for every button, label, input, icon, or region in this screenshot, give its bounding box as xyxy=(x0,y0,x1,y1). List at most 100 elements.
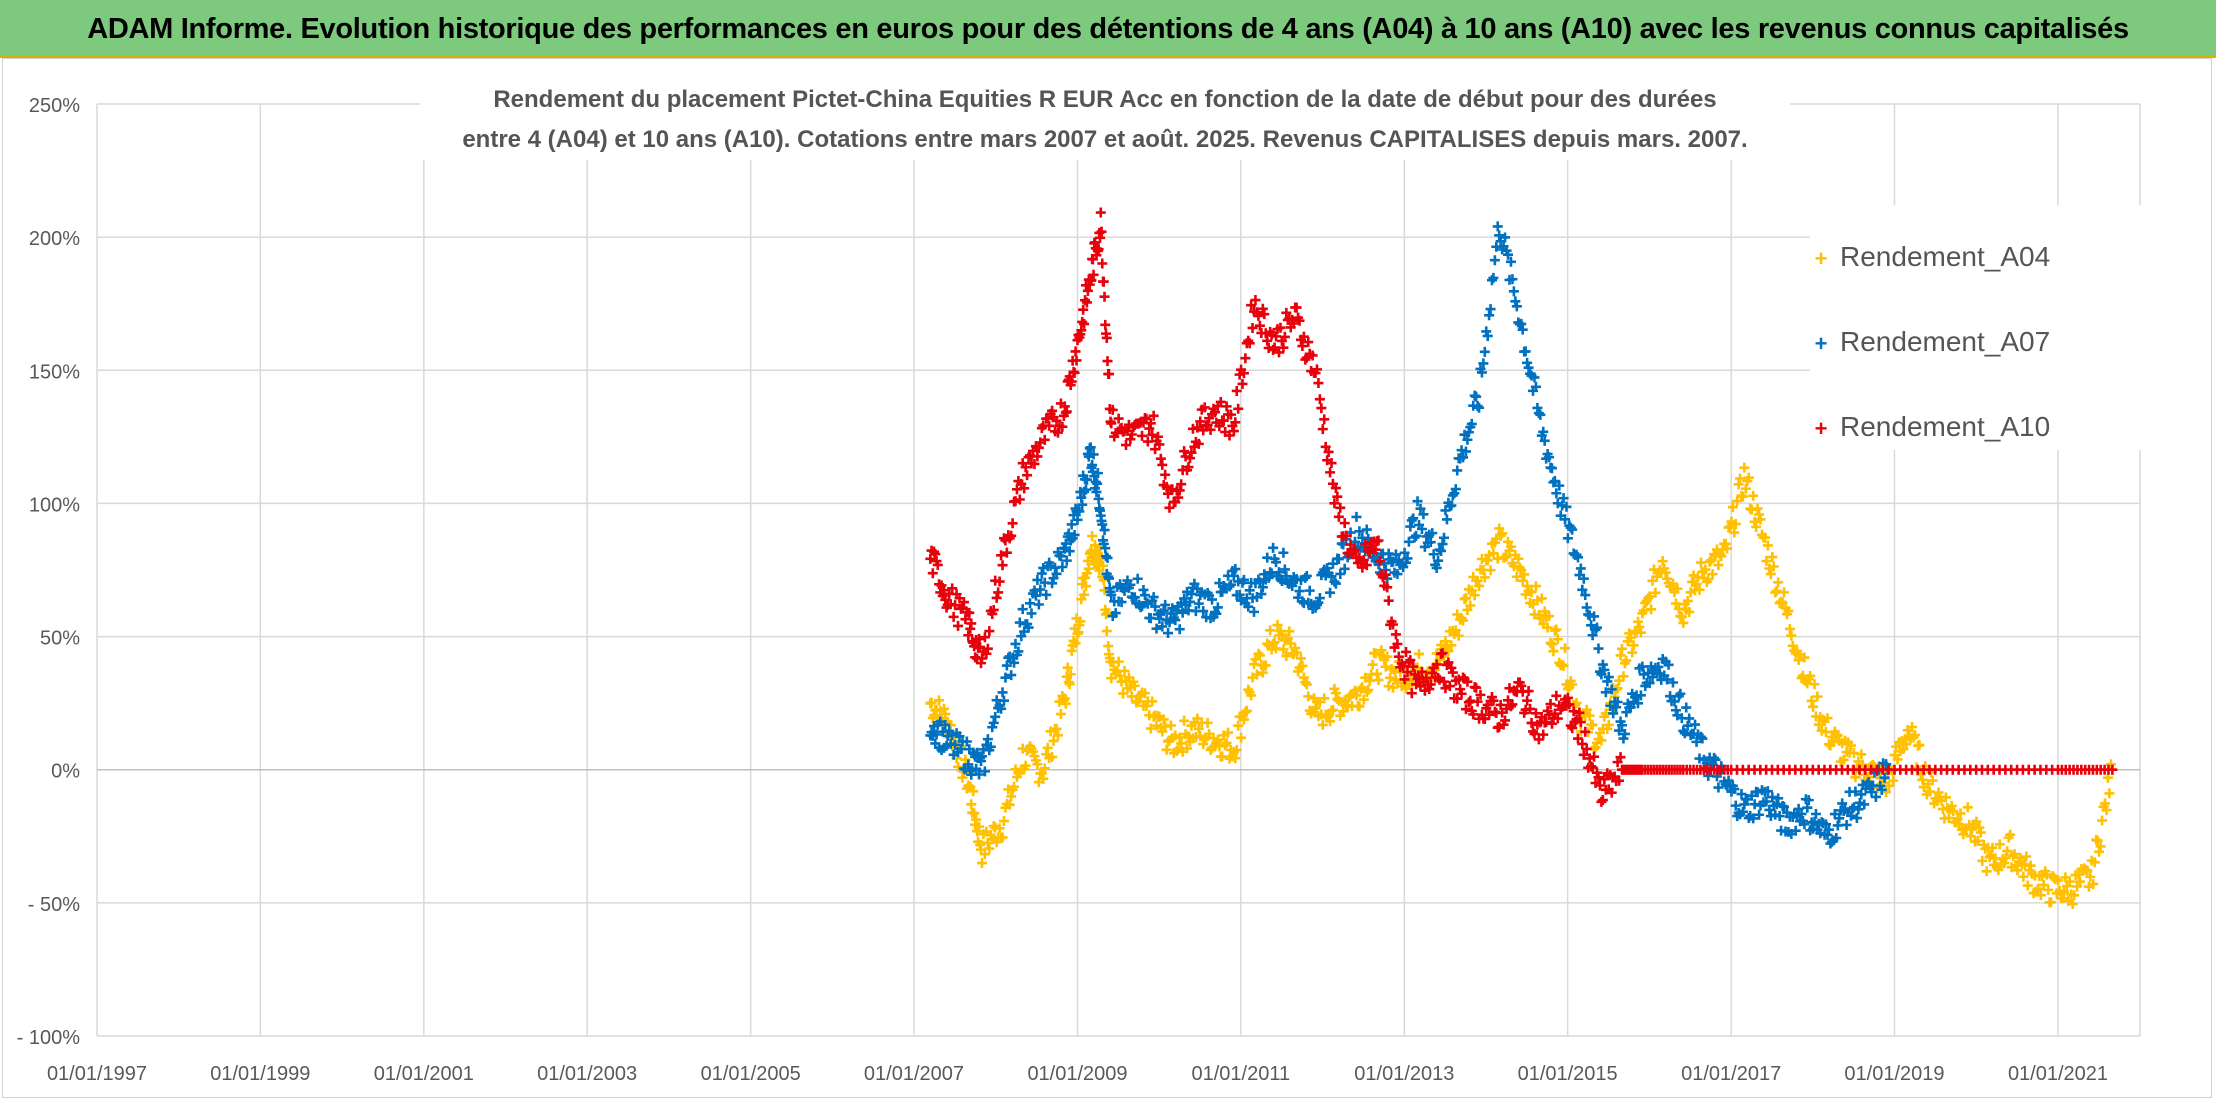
data-point xyxy=(1597,659,1608,670)
data-point xyxy=(1380,569,1391,580)
data-point xyxy=(1665,691,1676,702)
data-point xyxy=(1809,679,1820,690)
data-point xyxy=(1119,665,1130,676)
data-point xyxy=(1070,638,1081,649)
data-point xyxy=(969,808,980,819)
data-point xyxy=(1917,774,1928,785)
data-point xyxy=(1599,774,1610,785)
data-point xyxy=(1644,678,1655,689)
data-point xyxy=(1505,256,1516,267)
data-point xyxy=(1047,578,1058,589)
data-point xyxy=(1099,585,1110,596)
data-point xyxy=(1176,738,1187,749)
data-point xyxy=(1057,561,1068,572)
data-point xyxy=(1150,601,1161,612)
data-point xyxy=(1106,418,1117,429)
x-tick-label: 01/01/2017 xyxy=(1681,1063,1781,1085)
data-point xyxy=(1329,498,1340,509)
data-point xyxy=(1774,811,1785,822)
data-point xyxy=(1230,564,1241,575)
data-point xyxy=(1577,584,1588,595)
data-point xyxy=(1304,585,1315,596)
data-point xyxy=(1098,560,1109,571)
x-tick-label: 01/01/2007 xyxy=(864,1063,964,1085)
data-point xyxy=(1388,556,1399,567)
data-point xyxy=(1779,587,1790,598)
data-point xyxy=(1458,615,1469,626)
data-point xyxy=(1254,320,1265,331)
data-point xyxy=(1174,624,1185,635)
data-point xyxy=(1095,207,1106,218)
data-point xyxy=(1257,667,1268,678)
data-point xyxy=(1526,717,1537,728)
data-point xyxy=(1250,295,1261,306)
data-point xyxy=(1174,485,1185,496)
data-point xyxy=(1323,446,1334,457)
data-point xyxy=(1682,596,1693,607)
data-point xyxy=(1319,414,1330,425)
data-point xyxy=(1297,341,1308,352)
data-point xyxy=(2069,890,2080,901)
data-point xyxy=(1538,426,1549,437)
data-point xyxy=(1632,616,1643,627)
data-point xyxy=(1625,632,1636,643)
data-point xyxy=(1546,718,1557,729)
data-point xyxy=(1192,422,1203,433)
data-point xyxy=(1392,638,1403,649)
data-point xyxy=(1257,582,1268,593)
data-point xyxy=(1596,735,1607,746)
data-point xyxy=(1295,653,1306,664)
data-point xyxy=(1351,511,1362,522)
data-point xyxy=(1048,735,1059,746)
data-point xyxy=(1269,637,1280,648)
data-point xyxy=(1538,729,1549,740)
data-point xyxy=(1713,560,1724,571)
data-point xyxy=(927,568,938,579)
data-point xyxy=(2105,759,2116,770)
data-point xyxy=(1489,255,1500,266)
data-point xyxy=(1301,679,1312,690)
data-point xyxy=(1519,569,1530,580)
data-point xyxy=(1001,547,1012,558)
data-point xyxy=(1614,775,1625,786)
y-tick-label: - 50% xyxy=(28,894,80,916)
data-point xyxy=(1330,578,1341,589)
data-point xyxy=(1572,733,1583,744)
data-point xyxy=(1431,659,1442,670)
data-point xyxy=(1808,701,1819,712)
data-point xyxy=(1230,417,1241,428)
data-point xyxy=(1414,648,1424,659)
data-point xyxy=(1437,539,1448,550)
data-point xyxy=(1552,713,1563,724)
data-point xyxy=(1546,463,1557,474)
y-tick-label: - 100% xyxy=(17,1027,81,1049)
data-point xyxy=(1508,561,1519,572)
data-point xyxy=(1070,346,1081,357)
data-point xyxy=(1079,589,1090,600)
data-point xyxy=(1526,587,1537,598)
data-point xyxy=(1317,719,1328,730)
data-point xyxy=(1081,474,1092,485)
data-point xyxy=(1799,819,1810,830)
data-point xyxy=(1314,394,1325,405)
data-point xyxy=(1627,647,1638,658)
data-point xyxy=(960,614,971,625)
data-point xyxy=(953,761,964,772)
data-point xyxy=(1478,358,1489,369)
x-tick-label: 01/01/1997 xyxy=(47,1063,147,1085)
data-point xyxy=(1751,522,1762,533)
data-point xyxy=(1095,232,1106,243)
data-point xyxy=(1176,479,1187,490)
data-point xyxy=(1460,446,1471,457)
data-point xyxy=(1946,800,1957,811)
data-point xyxy=(1393,651,1404,662)
data-point xyxy=(1032,574,1043,585)
data-point xyxy=(1158,605,1169,616)
data-point xyxy=(1066,376,1077,387)
data-point xyxy=(1364,675,1375,686)
data-point xyxy=(1020,760,1031,771)
data-point xyxy=(997,687,1008,698)
data-point xyxy=(1637,661,1648,672)
data-point xyxy=(1120,440,1131,451)
